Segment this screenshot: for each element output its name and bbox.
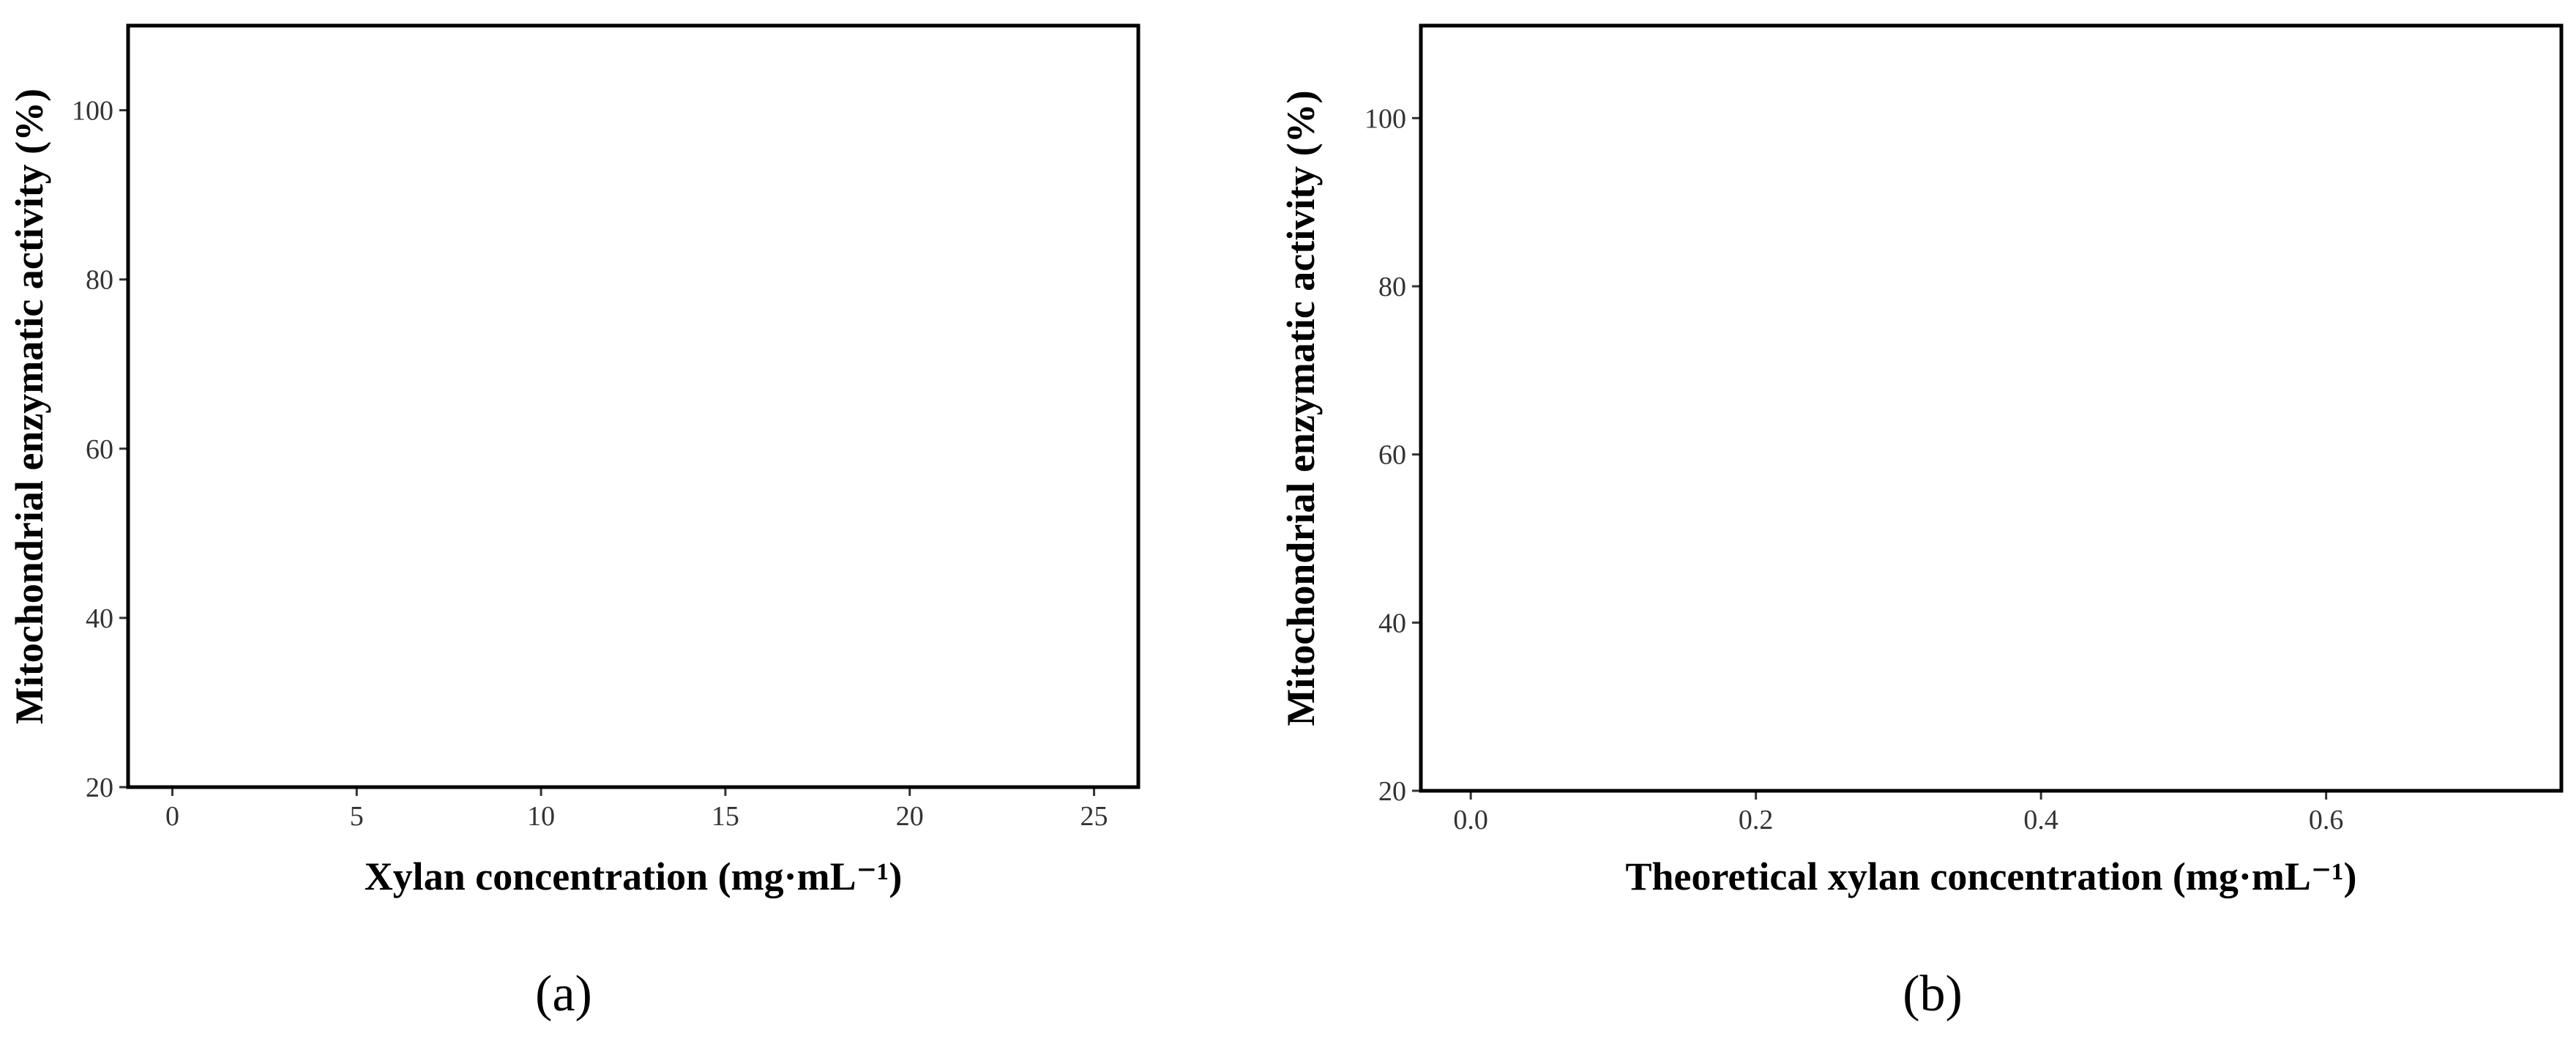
x-tick-label: 0.6 xyxy=(2309,805,2344,835)
y-tick-label: 80 xyxy=(1378,272,1406,302)
x-tick-label: 15 xyxy=(712,801,739,832)
panel-label: (a) xyxy=(535,966,592,1022)
panel-label: (b) xyxy=(1903,966,1963,1022)
y-tick-label: 40 xyxy=(1378,608,1406,638)
x-tick-label: 10 xyxy=(527,801,555,832)
y-axis-title: Mitochondrial enzymatic activity (%) xyxy=(7,89,51,724)
x-tick-label: 0.4 xyxy=(2023,805,2058,835)
x-tick-label: 20 xyxy=(896,801,924,832)
y-tick-label: 80 xyxy=(86,265,113,296)
x-axis-title: Theoretical xylan concentration (mg·mL⁻¹… xyxy=(1625,854,2356,898)
y-axis-title: Mitochondrial enzymatic activity (%) xyxy=(1279,90,1323,726)
x-axis-title: Xylan concentration (mg·mL⁻¹) xyxy=(365,854,903,898)
y-tick-label: 40 xyxy=(86,603,113,634)
x-tick-label: 0.2 xyxy=(1739,805,1774,835)
x-tick-label: 25 xyxy=(1080,801,1108,832)
plot-frame xyxy=(1419,23,2564,793)
x-tick-label: 0 xyxy=(165,801,179,832)
chart-panel-b: 0.0 0.2 0.4 0.6 20 40 60 80 100 Theoretical xylan… xyxy=(1279,23,2564,1022)
y-tick-label: 60 xyxy=(1378,440,1406,471)
y-tick-label: 100 xyxy=(1364,103,1406,134)
y-tick-label: 20 xyxy=(1378,776,1406,807)
plot-frame xyxy=(126,23,1140,789)
y-tick-label: 60 xyxy=(86,434,113,465)
chart-panel-a: 0 5 10 15 20 25 20 40 60 80 100 Xylan concentration… xyxy=(7,23,1140,1022)
y-tick-label: 20 xyxy=(86,772,113,803)
x-tick-label: 5 xyxy=(350,801,364,832)
x-tick-label: 0.0 xyxy=(1453,805,1488,835)
y-tick-label: 100 xyxy=(72,96,113,127)
